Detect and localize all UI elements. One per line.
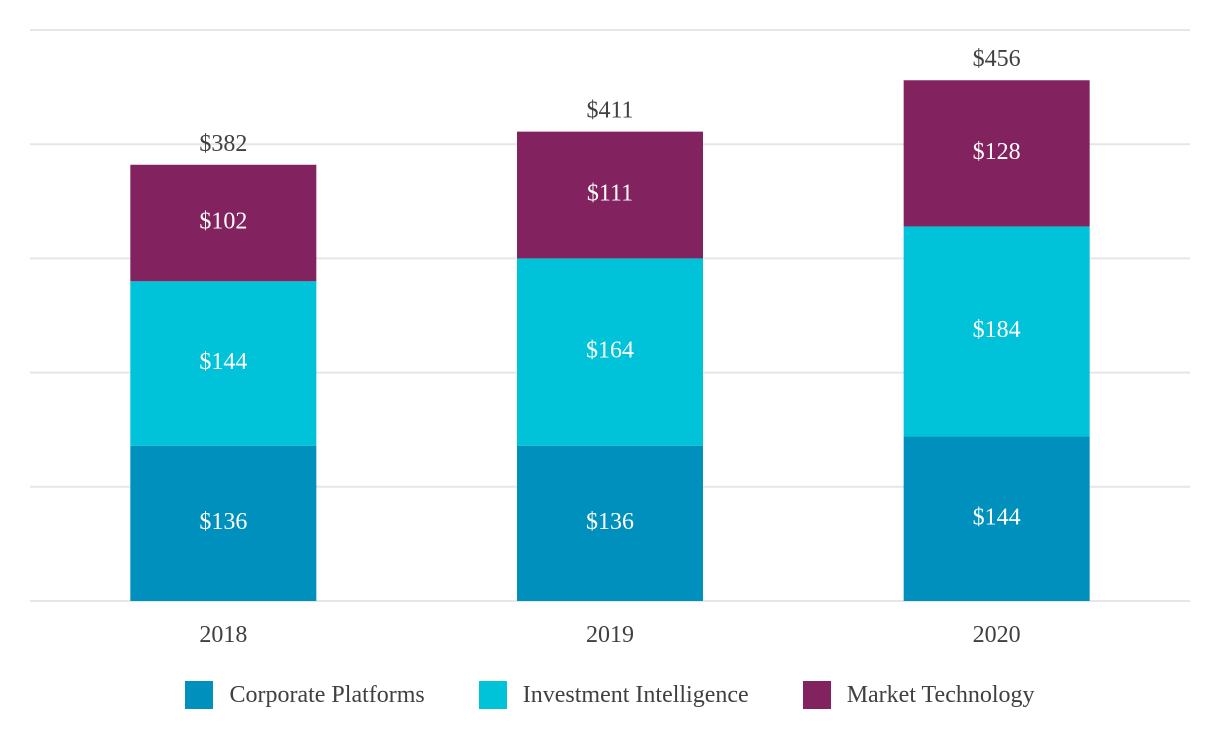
data-label-investment-intelligence-2020: $184 (973, 317, 1021, 343)
data-label-investment-intelligence-2019: $164 (586, 338, 634, 364)
legend-label-investment-intelligence: Investment Intelligence (522, 681, 749, 708)
bars (130, 80, 1090, 601)
legend-swatch-corporate-platforms (185, 681, 214, 709)
legend: Corporate Platforms Investment Intellige… (0, 681, 1220, 709)
bar-market-technology-2018 (130, 164, 317, 282)
x-axis-ticks: 2018 2019 2020 (199, 622, 1020, 648)
bar-corporate-platforms-2020 (903, 436, 1090, 601)
bar-corporate-platforms-2018 (130, 445, 317, 601)
bar-investment-intelligence-2018 (130, 281, 317, 446)
total-label-2020: $456 (973, 46, 1021, 72)
x-tick-2018: 2018 (199, 622, 247, 648)
data-label-market-technology-2018: $102 (199, 208, 247, 234)
legend-swatch-investment-intelligence (478, 681, 507, 709)
legend-label-market-technology: Market Technology (846, 681, 1035, 708)
data-label-market-technology-2019: $111 (587, 181, 633, 207)
bar-market-technology-2019 (517, 131, 703, 259)
data-label-market-technology-2020: $128 (973, 139, 1021, 165)
data-label-corporate-platforms-2019: $136 (586, 509, 634, 535)
bar-corporate-platforms-2019 (517, 445, 703, 601)
x-tick-2020: 2020 (973, 622, 1021, 648)
data-label-corporate-platforms-2020: $144 (973, 504, 1021, 530)
data-label-investment-intelligence-2018: $144 (199, 349, 247, 375)
legend-swatch-market-technology (802, 681, 831, 709)
legend-label-corporate-platforms: Corporate Platforms (229, 681, 425, 708)
total-label-2018: $382 (199, 131, 247, 157)
legend-item-investment-intelligence: Investment Intelligence (478, 681, 749, 709)
x-tick-2019: 2019 (586, 622, 634, 648)
legend-item-market-technology: Market Technology (802, 681, 1035, 709)
bar-investment-intelligence-2020 (903, 226, 1090, 437)
data-labels: $136 $144 $102 $382 $136 $164 $111 $411 $144 $184… (199, 46, 1020, 535)
legend-item-corporate-platforms: Corporate Platforms (185, 681, 425, 709)
bar-investment-intelligence-2019 (517, 258, 703, 446)
total-label-2019: $411 (586, 98, 633, 124)
bar-market-technology-2020 (903, 80, 1090, 227)
data-label-corporate-platforms-2018: $136 (199, 509, 247, 535)
